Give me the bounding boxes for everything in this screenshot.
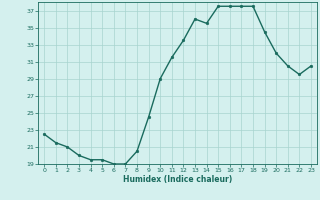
- X-axis label: Humidex (Indice chaleur): Humidex (Indice chaleur): [123, 175, 232, 184]
